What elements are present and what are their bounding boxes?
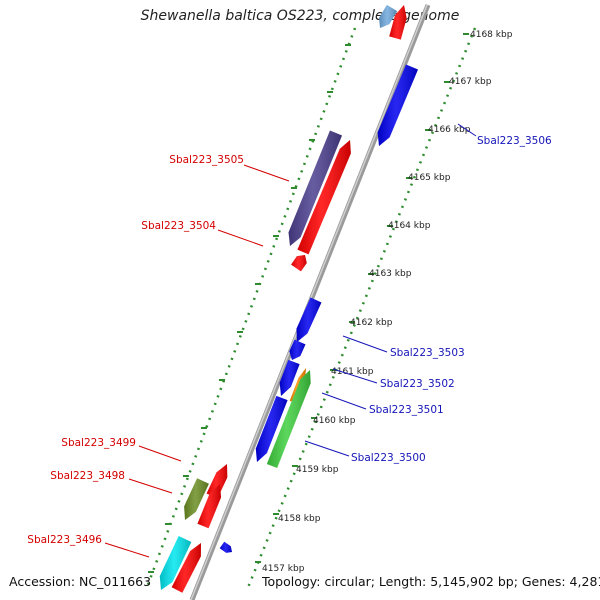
gene-label-sbal223-3503: Sbal223_3503 bbox=[390, 347, 465, 359]
kbp-4164: 4164 kbp bbox=[388, 221, 431, 231]
gene-label-sbal223-3502: Sbal223_3502 bbox=[380, 378, 455, 390]
gene-blue-small bbox=[219, 541, 232, 553]
gene-lightblue-top bbox=[379, 4, 398, 29]
gene-purple-3505 bbox=[288, 130, 343, 246]
gene-orange-3502-shade bbox=[289, 368, 306, 404]
gene-red-3499 bbox=[206, 464, 228, 499]
gene-label-sbal223-3501: Sbal223_3501 bbox=[369, 404, 444, 416]
gene-label-sbal223-3500: Sbal223_3500 bbox=[351, 452, 426, 464]
gene-red-3505 bbox=[297, 140, 351, 255]
gene-label-sbal223-3504: Sbal223_3504 bbox=[141, 220, 216, 232]
gene-olive-3498-shade bbox=[184, 478, 209, 520]
gene-features bbox=[159, 4, 418, 593]
kbp-4168: 4168 kbp bbox=[470, 30, 513, 40]
gene-label-sbal223-3496: Sbal223_3496 bbox=[27, 534, 102, 546]
kbp-4165: 4165 kbp bbox=[408, 173, 451, 183]
gene-red-top-shade bbox=[389, 5, 407, 40]
gene-blue-3500-shade bbox=[255, 395, 288, 462]
gene-blue-small-shade bbox=[219, 541, 232, 553]
gene-blue-3503a-shade bbox=[296, 297, 322, 342]
kbp-4159: 4159 kbp bbox=[296, 465, 339, 475]
label-leader-lines bbox=[104, 123, 477, 558]
gene-label-sbal223-3498: Sbal223_3498 bbox=[50, 470, 125, 482]
gene-red-small-shade bbox=[291, 255, 307, 272]
gene-label-sbal223-3506: Sbal223_3506 bbox=[477, 135, 552, 147]
gene-olive-3498 bbox=[184, 478, 209, 520]
gene-blue-3502-shade bbox=[279, 359, 300, 396]
right-dotted-track bbox=[245, 27, 477, 591]
gene-blue-3503b bbox=[289, 339, 306, 360]
gene-label-sbal223-3499: Sbal223_3499 bbox=[61, 437, 136, 449]
kbp-4161: 4161 kbp bbox=[331, 367, 374, 377]
gene-green-3501 bbox=[266, 370, 311, 469]
kbp-ruler: 4157 kbp 4158 kbp 4159 kbp 4160 kbp 4161… bbox=[262, 30, 513, 574]
gene-label-sbal223-3505: Sbal223_3505 bbox=[169, 154, 244, 166]
gene-cyan-3496-shade bbox=[159, 536, 192, 590]
left-dotted-track bbox=[144, 27, 357, 591]
gene-red-3498-shade bbox=[197, 484, 222, 529]
kbp-4160: 4160 kbp bbox=[313, 416, 356, 426]
gene-red-top bbox=[389, 5, 407, 40]
kbp-4157: 4157 kbp bbox=[262, 564, 305, 574]
kbp-4166: 4166 kbp bbox=[428, 125, 471, 135]
gene-green-3501-shade bbox=[266, 370, 311, 469]
gene-red-3498 bbox=[197, 484, 222, 529]
gene-blue-3503a bbox=[296, 297, 322, 342]
gene-red-3496 bbox=[171, 543, 201, 593]
gene-lightblue-top-shade bbox=[379, 4, 398, 29]
gene-red-3505-shade bbox=[297, 140, 351, 255]
gene-blue-3506-shade bbox=[377, 64, 418, 146]
tick-marks bbox=[148, 33, 469, 573]
gene-blue-3500 bbox=[255, 395, 288, 462]
gene-cyan-3496 bbox=[159, 536, 192, 590]
kbp-4158: 4158 kbp bbox=[278, 514, 321, 524]
gene-blue-3503b-shade bbox=[289, 339, 306, 360]
kbp-4162: 4162 kbp bbox=[350, 318, 393, 328]
kbp-4163: 4163 kbp bbox=[369, 269, 412, 279]
accession-text: Accession: NC_011663 bbox=[9, 574, 152, 589]
topology-text: Topology: circular; Length: 5,145,902 bp… bbox=[262, 574, 600, 589]
gene-purple-3505-shade bbox=[288, 130, 343, 246]
gene-orange-3502 bbox=[289, 368, 306, 404]
gene-red-3499-shade bbox=[206, 464, 228, 499]
gene-red-small bbox=[291, 255, 307, 272]
kbp-4167: 4167 kbp bbox=[449, 77, 492, 87]
gene-blue-3506 bbox=[377, 64, 418, 146]
gene-blue-3502 bbox=[279, 359, 300, 396]
gene-red-3496-shade bbox=[171, 543, 201, 593]
